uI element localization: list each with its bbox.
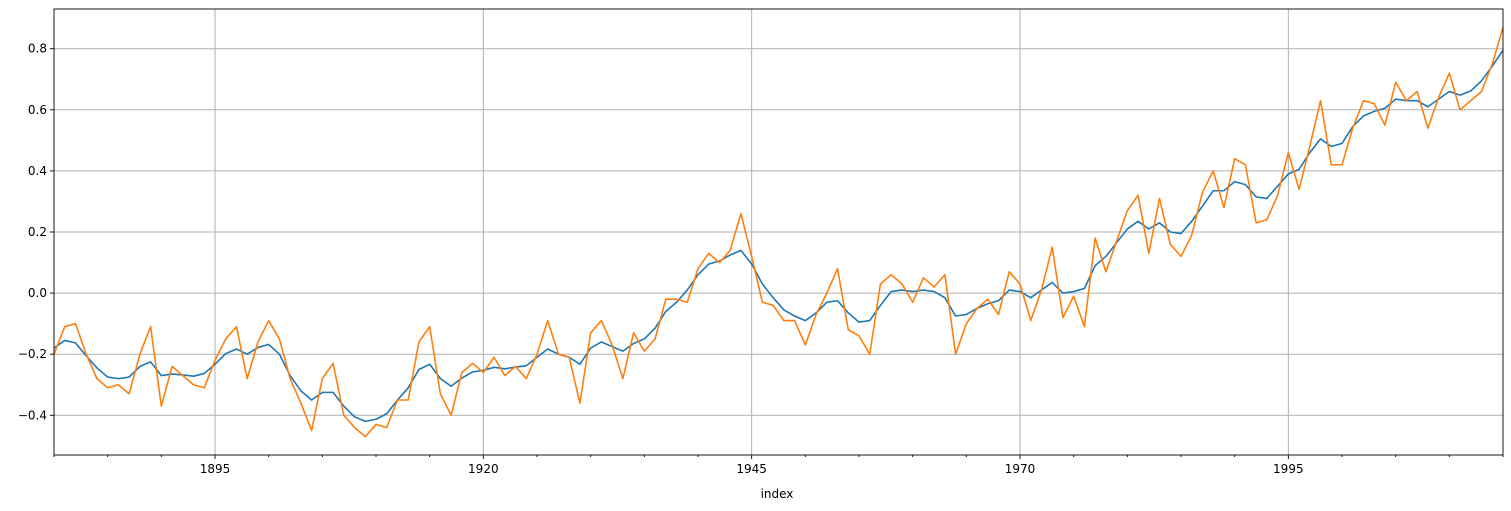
y-tick-label: −0.4 — [18, 408, 47, 422]
x-tick-label: 1895 — [200, 462, 231, 476]
x-axis-label: index — [761, 487, 794, 501]
series-lines — [54, 27, 1503, 438]
y-tick-label: −0.2 — [18, 347, 47, 361]
x-tick-label: 1970 — [1005, 462, 1036, 476]
plot-frame — [53, 8, 1504, 456]
series-line-2 — [54, 27, 1503, 438]
x-tick-label: 1920 — [468, 462, 499, 476]
series-line-1 — [54, 49, 1503, 423]
y-tick-label: 0.8 — [28, 42, 47, 56]
x-tick-label: 1945 — [736, 462, 767, 476]
grid-lines — [54, 9, 1503, 455]
y-tick-label: 0.6 — [28, 103, 47, 117]
y-tick-label: 0.0 — [28, 286, 47, 300]
x-tick-label: 1995 — [1273, 462, 1304, 476]
axes: −0.4 −0.2 0.0 0.2 0.4 0.6 0.8 1895 1920 1945 1970 1… — [18, 8, 1504, 476]
y-tick-label: 0.2 — [28, 225, 47, 239]
y-tick-label: 0.4 — [28, 164, 47, 178]
